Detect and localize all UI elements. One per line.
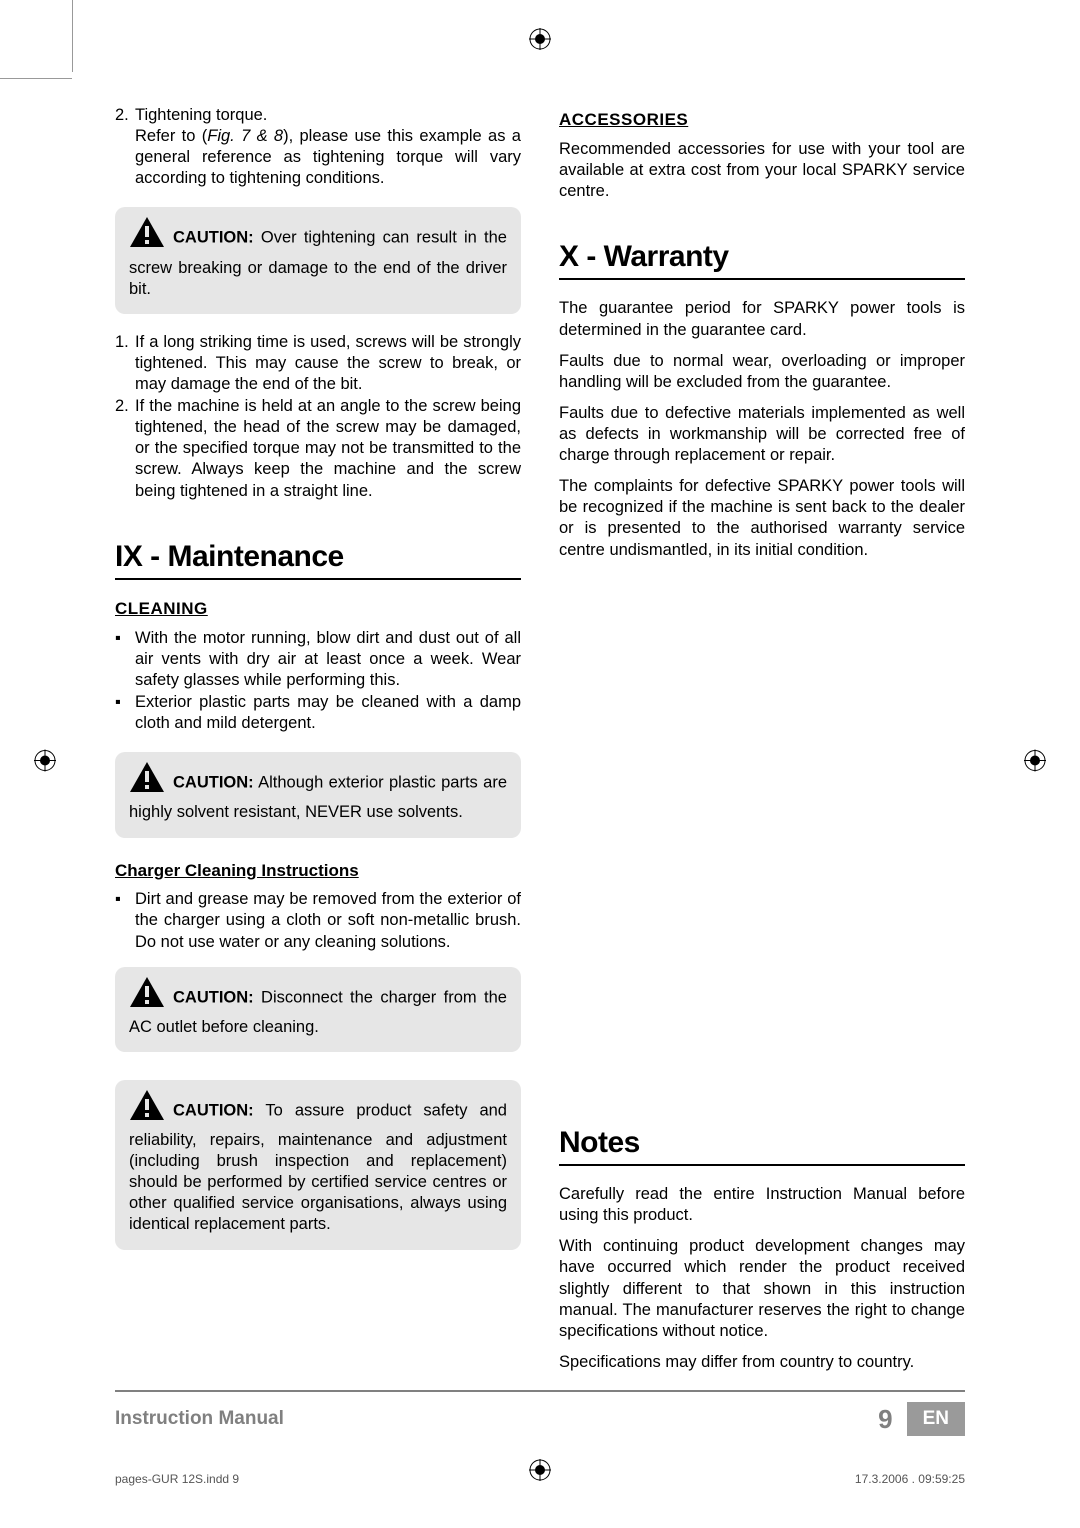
list-number: 2. xyxy=(115,396,135,502)
list-number: 2. xyxy=(115,105,135,189)
page: 2. Tightening torque. Refer to (Fig. 7 &… xyxy=(0,0,1080,1528)
warning-icon xyxy=(129,1089,165,1127)
caution-label: CAUTION: xyxy=(173,774,254,792)
paragraph: With continuing product development chan… xyxy=(559,1236,965,1342)
footer-row: Instruction Manual 9 EN xyxy=(115,1402,965,1436)
page-footer: Instruction Manual 9 EN xyxy=(115,1390,965,1436)
list-item: ▪ With the motor running, blow dirt and … xyxy=(115,628,521,691)
figure-ref: Fig. 7 & 8 xyxy=(207,127,283,145)
subheading-cleaning: CLEANING xyxy=(115,598,521,620)
subheading-accessories: ACCESSORIES xyxy=(559,109,965,131)
list-text: Dirt and grease may be removed from the … xyxy=(135,889,521,952)
crop-mark xyxy=(0,78,72,79)
page-number: 9 xyxy=(878,1404,892,1435)
imprint-row: pages-GUR 12S.indd 9 17.3.2006 . 09:59:2… xyxy=(115,1472,965,1486)
section-heading-notes: Notes xyxy=(559,1124,965,1166)
paragraph: Faults due to defective materials implem… xyxy=(559,403,965,466)
paragraph: Recommended accessories for use with you… xyxy=(559,139,965,202)
list-text: Exterior plastic parts may be cleaned wi… xyxy=(135,692,521,734)
left-column: 2. Tightening torque. Refer to (Fig. 7 &… xyxy=(115,105,521,1383)
paragraph: Specifications may differ from country t… xyxy=(559,1352,965,1373)
list-item: 2. If the machine is held at an angle to… xyxy=(115,396,521,502)
content-columns: 2. Tightening torque. Refer to (Fig. 7 &… xyxy=(115,105,965,1383)
section-heading-warranty: X - Warranty xyxy=(559,238,965,280)
bullet-icon: ▪ xyxy=(115,889,135,952)
list-item: 2. Tightening torque. Refer to (Fig. 7 &… xyxy=(115,105,521,189)
registration-mark-icon xyxy=(529,28,551,57)
footer-title: Instruction Manual xyxy=(115,1408,284,1430)
bullet-icon: ▪ xyxy=(115,628,135,691)
warning-icon xyxy=(129,976,165,1014)
caution-label: CAUTION: xyxy=(173,988,254,1006)
warning-icon xyxy=(129,761,165,799)
registration-mark-icon xyxy=(34,750,56,779)
paragraph: The complaints for defective SPARKY powe… xyxy=(559,476,965,560)
registration-mark-icon xyxy=(1024,750,1046,779)
list-item: ▪ Dirt and grease may be removed from th… xyxy=(115,889,521,952)
paragraph: The guarantee period for SPARKY power to… xyxy=(559,298,965,340)
caution-label: CAUTION: xyxy=(173,1101,254,1119)
paragraph: Carefully read the entire Instruction Ma… xyxy=(559,1184,965,1226)
footer-right: 9 EN xyxy=(878,1402,965,1436)
warning-icon xyxy=(129,216,165,254)
list-text: With the motor running, blow dirt and du… xyxy=(135,628,521,691)
caution-text: To assure product safety and reliability… xyxy=(129,1101,507,1233)
imprint-timestamp: 17.3.2006 . 09:59:25 xyxy=(855,1472,965,1486)
list-number: 1. xyxy=(115,332,135,395)
list-text: Tightening torque. Refer to (Fig. 7 & 8)… xyxy=(135,105,521,189)
list-body: Refer to (Fig. 7 & 8), please use this e… xyxy=(135,127,521,187)
crop-mark xyxy=(72,0,73,72)
right-column: ACCESSORIES Recommended accessories for … xyxy=(559,105,965,1383)
list-text: If a long striking time is used, screws … xyxy=(135,332,521,395)
imprint-file: pages-GUR 12S.indd 9 xyxy=(115,1472,239,1486)
list-title: Tightening torque. xyxy=(135,106,267,124)
caution-box: CAUTION: To assure product safety and re… xyxy=(115,1080,521,1250)
list-item: ▪ Exterior plastic parts may be cleaned … xyxy=(115,692,521,734)
bullet-icon: ▪ xyxy=(115,692,135,734)
caution-box: CAUTION: Disconnect the charger from the… xyxy=(115,967,521,1052)
caution-box: CAUTION: Over tightening can result in t… xyxy=(115,207,521,313)
paragraph: Faults due to normal wear, overloading o… xyxy=(559,351,965,393)
subheading-charger: Charger Cleaning Instructions xyxy=(115,860,521,882)
language-badge: EN xyxy=(907,1402,965,1436)
caution-label: CAUTION: xyxy=(173,229,254,247)
caution-box: CAUTION: Although exterior plastic parts… xyxy=(115,752,521,837)
footer-rule xyxy=(115,1390,965,1392)
list-item: 1. If a long striking time is used, scre… xyxy=(115,332,521,395)
list-text: If the machine is held at an angle to th… xyxy=(135,396,521,502)
spacer xyxy=(559,571,965,1124)
section-heading-maintenance: IX - Maintenance xyxy=(115,538,521,580)
